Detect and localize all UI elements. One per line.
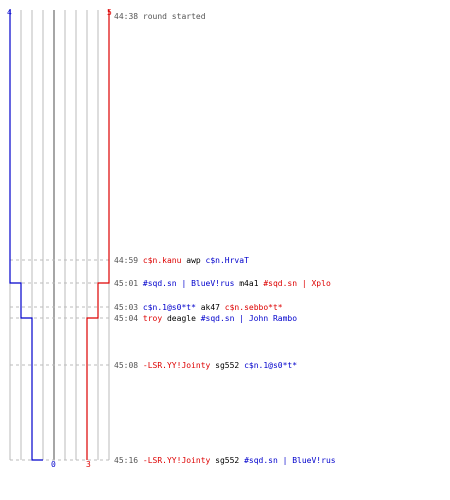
- event-part: deagle: [162, 314, 201, 323]
- event-part: #sqd.sn | BlueV!rus: [244, 456, 336, 465]
- event-part: c$n.1@s0*t*: [143, 303, 196, 312]
- event-part: troy: [143, 314, 162, 323]
- right-team-alive-line: [86, 10, 110, 460]
- event-part: round started: [143, 12, 206, 21]
- event-part: c$n.1@s0*t*: [244, 361, 297, 370]
- event-row: 45:03 c$n.1@s0*t* ak47 c$n.sebbo*t*: [114, 303, 283, 312]
- event-time: 44:59: [114, 256, 143, 265]
- event-time: 44:38: [114, 12, 143, 21]
- event-part: #sqd.sn | BlueV!rus: [143, 279, 235, 288]
- event-row: 44:38 round started: [114, 12, 206, 21]
- event-time: 45:03: [114, 303, 143, 312]
- event-part: -LSR.YY!Jointy: [143, 456, 211, 465]
- alive-count-steps: [9, 10, 110, 461]
- event-part: -LSR.YY!Jointy: [143, 361, 211, 370]
- event-part: ak47: [196, 303, 225, 312]
- event-time: 45:04: [114, 314, 143, 323]
- left-team-end-count: 0: [51, 460, 56, 469]
- left-team-start-count: 4: [7, 8, 12, 17]
- left-team-alive-line: [9, 10, 43, 461]
- event-row: 44:59 c$n.kanu awp c$n.HrvaT: [114, 256, 249, 265]
- event-part: awp: [181, 256, 205, 265]
- event-row: 45:04 troy deagle #sqd.sn | John Rambo: [114, 314, 297, 323]
- event-log: 44:38 round started 44:59 c$n.kanu awp c$…: [114, 12, 336, 465]
- event-part: sg552: [210, 361, 244, 370]
- event-part: m4a1: [234, 279, 263, 288]
- event-part: c$n.sebbo*t*: [225, 303, 283, 312]
- event-guide-lines: [10, 259, 112, 461]
- event-time: 45:16: [114, 456, 143, 465]
- event-row: 45:01 #sqd.sn | BlueV!rus m4a1 #sqd.sn |…: [114, 279, 331, 288]
- event-part: #sqd.sn | John Rambo: [201, 314, 298, 323]
- player-grid: [9, 10, 110, 460]
- event-part: #sqd.sn | Xplo: [263, 279, 331, 288]
- event-part: c$n.kanu: [143, 256, 182, 265]
- right-team-end-count: 3: [86, 460, 91, 469]
- event-time: 45:08: [114, 361, 143, 370]
- event-part: c$n.HrvaT: [206, 256, 250, 265]
- event-row: 45:08 -LSR.YY!Jointy sg552 c$n.1@s0*t*: [114, 361, 297, 370]
- event-row: 45:16 -LSR.YY!Jointy sg552 #sqd.sn | Blu…: [114, 456, 336, 465]
- event-part: sg552: [210, 456, 244, 465]
- right-team-start-count: 5: [107, 8, 112, 17]
- event-time: 45:01: [114, 279, 143, 288]
